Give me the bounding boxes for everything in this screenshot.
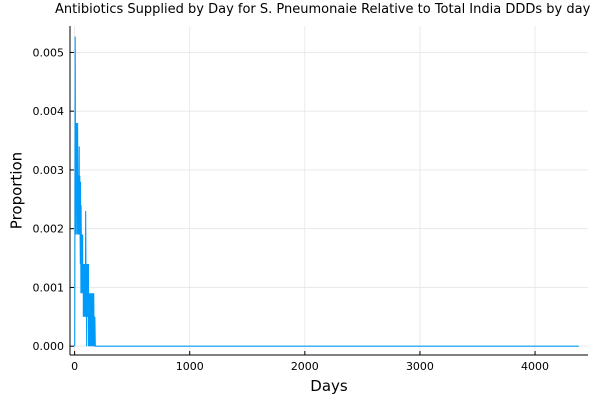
- x-axis-label: Days: [310, 377, 348, 395]
- series-layer: [74, 36, 579, 347]
- y-tick-label-3: 0.003: [33, 164, 65, 177]
- x-tick-label-3: 3000: [406, 360, 434, 373]
- y-axis-label: Proportion: [7, 152, 25, 229]
- x-tick-label-1: 1000: [176, 360, 204, 373]
- y-tick-label-4: 0.004: [33, 105, 65, 118]
- y-tick-label-1: 0.001: [33, 281, 65, 294]
- y-tick-label-5: 0.005: [33, 46, 65, 59]
- grid: [70, 26, 588, 355]
- ticks: 0 1000 2000 3000 4000 0.000 0.001 0.002 0.003 0.0…: [33, 46, 550, 373]
- series-line-0: [74, 36, 579, 347]
- x-tick-label-4: 4000: [521, 360, 549, 373]
- x-tick-label-0: 0: [71, 360, 78, 373]
- chart-title: Antibiotics Supplied by Day for S. Pneum…: [55, 2, 591, 17]
- axes: [69, 26, 588, 356]
- y-tick-label-0: 0.000: [33, 340, 65, 353]
- y-tick-label-2: 0.002: [33, 223, 65, 236]
- x-tick-label-2: 2000: [291, 360, 319, 373]
